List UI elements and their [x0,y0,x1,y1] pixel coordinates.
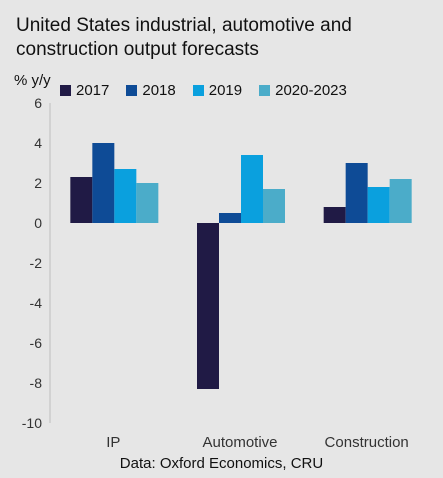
y-tick-label: -8 [30,375,43,391]
bar-2020-2023-Construction [389,179,412,223]
legend-swatch-2 [192,85,204,96]
bar-2017-IP [70,177,93,223]
bar-2018-Construction [345,163,368,223]
bar-2020-2023-Automotive [263,189,285,223]
bar-2017-Automotive [197,223,219,389]
y-tick-label: -6 [30,335,43,351]
legend-label-3: 2020-2023 [275,82,347,99]
legend-label-0: 2017 [76,82,110,99]
bar-2019-Construction [367,187,390,223]
y-tick-label: 2 [34,175,42,191]
x-tick-label: IP [106,434,120,451]
bar-2018-Automotive [219,213,241,223]
bar-2017-Construction [323,207,346,223]
bar-2020-2023-IP [136,183,159,223]
legend-swatch-3 [259,85,271,96]
x-tick-label: Construction [325,434,409,451]
legend-item-3: 2020-2023 [259,82,347,99]
y-tick-label: 0 [34,215,42,231]
bar-2019-IP [114,169,137,223]
legend-label-1: 2018 [142,82,176,99]
bar-2018-IP [92,143,115,223]
x-tick-label: Automotive [202,434,277,451]
legend-item-0: 2017 [60,82,109,99]
y-tick-label: 6 [34,95,42,111]
y-tick-label: -10 [22,415,42,431]
chart-title: United States industrial, automotive and… [16,15,352,60]
legend: 2017 2018 2019 2020-2023 [60,82,364,99]
legend-label-2: 2019 [208,82,243,99]
legend-item-2: 2019 [192,82,243,99]
bar-2019-Automotive [241,155,263,223]
y-tick-label: -4 [30,295,43,311]
y-tick-label: -2 [30,255,43,271]
y-axis-label: % y/y [14,72,51,89]
legend-swatch-0 [60,85,71,96]
legend-item-1: 2018 [126,82,176,99]
source-note: Data: Oxford Economics, CRU [119,455,324,472]
legend-swatch-1 [126,85,138,96]
y-tick-label: 4 [34,135,42,151]
